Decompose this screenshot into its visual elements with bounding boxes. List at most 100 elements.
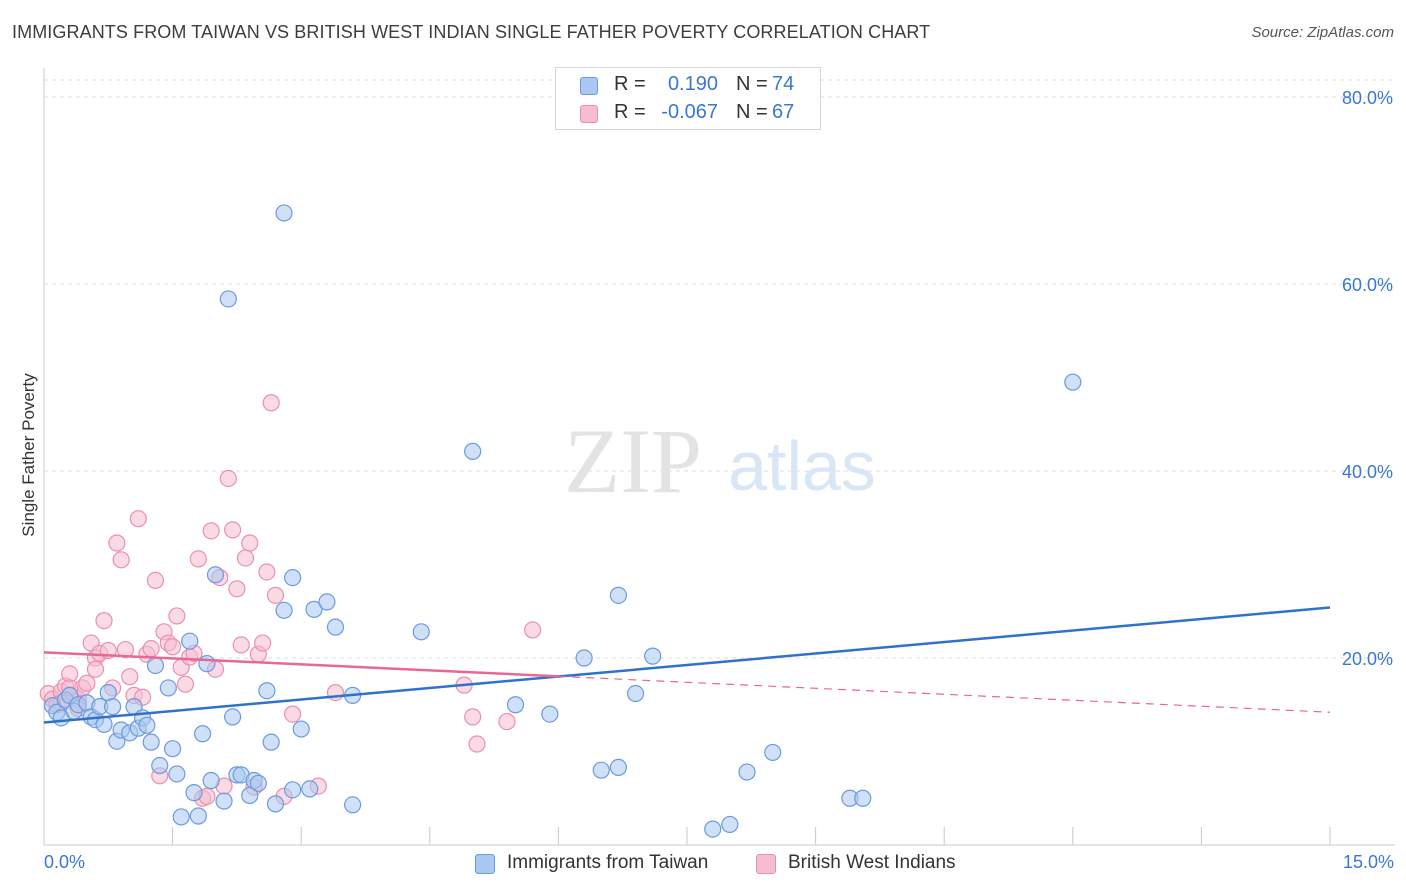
data-point-taiwan [142, 733, 160, 751]
data-point-bwi [241, 534, 259, 552]
data-point-taiwan [854, 789, 872, 807]
data-point-bwi [78, 674, 96, 692]
data-point-taiwan [301, 780, 319, 798]
data-point-bwi [142, 640, 160, 658]
data-point-taiwan [172, 808, 190, 826]
data-point-taiwan [704, 820, 722, 838]
data-point-taiwan [159, 679, 177, 697]
data-point-taiwan [292, 720, 310, 738]
x-tick-min: 0.0% [44, 852, 86, 872]
data-point-taiwan [284, 781, 302, 799]
data-point-bwi [464, 708, 482, 726]
data-point-taiwan [275, 204, 293, 222]
data-point-bwi [258, 563, 276, 581]
data-point-taiwan [644, 647, 662, 665]
y-tick-label: 80.0% [1342, 88, 1393, 108]
data-point-bwi [468, 735, 486, 753]
y-tick-label: 60.0% [1342, 275, 1393, 295]
data-point-bwi [86, 660, 105, 678]
data-point-taiwan [189, 807, 207, 825]
data-point-taiwan [181, 632, 199, 650]
source-credit: Source: ZipAtlas.com [1251, 24, 1394, 41]
legend-swatch-taiwan [475, 854, 495, 874]
data-point-bwi [112, 551, 130, 569]
data-point-taiwan [219, 290, 237, 308]
chart-title: IMMIGRANTS FROM TAIWAN VS BRITISH WEST I… [12, 22, 931, 42]
data-point-taiwan [626, 684, 645, 703]
x-tick-max: 15.0% [1342, 852, 1394, 872]
data-point-bwi [266, 586, 285, 604]
data-point-bwi [254, 634, 272, 652]
data-point-taiwan [326, 618, 345, 636]
data-point-taiwan [202, 771, 220, 790]
data-point-taiwan [198, 655, 216, 673]
data-point-taiwan [412, 623, 430, 641]
data-point-taiwan [258, 682, 276, 700]
data-point-bwi [524, 621, 542, 639]
data-point-taiwan [305, 600, 323, 618]
data-point-taiwan [194, 725, 212, 743]
y-tick-label: 40.0% [1342, 462, 1393, 482]
trendline-bwi [43, 651, 559, 678]
data-point-taiwan [721, 815, 739, 834]
data-point-taiwan [168, 765, 186, 783]
data-point-bwi [236, 549, 255, 567]
data-point-taiwan [575, 649, 593, 667]
data-point-taiwan [609, 758, 628, 776]
legend-swatch-taiwan [580, 77, 598, 95]
data-point-bwi [121, 668, 139, 686]
data-point-bwi [224, 521, 242, 539]
series-legend: Immigrants from Taiwan British West Indi… [0, 850, 1406, 880]
data-point-taiwan [344, 796, 362, 814]
data-point-taiwan [284, 568, 302, 587]
data-point-taiwan [318, 593, 336, 611]
data-point-taiwan [738, 763, 756, 781]
legend-n-value: 74 [772, 73, 795, 95]
data-point-bwi [129, 510, 147, 528]
watermark-zip: ZIP [564, 410, 702, 512]
data-point-taiwan [185, 784, 203, 802]
trendline-bwi-extension [558, 675, 1331, 713]
legend-r-label: R = [614, 101, 646, 123]
legend-n-value: 67 [772, 101, 795, 123]
correlation-legend: R = 0.190 N = 74 R = -0.067 N = 67 [555, 67, 821, 130]
data-point-bwi [228, 580, 246, 598]
legend-label-bwi: British West Indians [788, 852, 956, 873]
legend-r-value: 0.190 [667, 73, 718, 95]
data-point-taiwan [506, 696, 525, 714]
data-point-bwi [284, 705, 302, 723]
legend-n-label: N = [736, 101, 768, 123]
legend-swatch-bwi [756, 854, 776, 874]
data-point-bwi [232, 636, 250, 654]
data-point-taiwan [151, 756, 169, 775]
data-point-bwi [95, 611, 113, 630]
trendline-taiwan [43, 606, 1331, 724]
data-point-taiwan [609, 586, 628, 604]
data-point-bwi [164, 638, 182, 656]
data-point-bwi [108, 534, 126, 552]
data-point-bwi [168, 607, 186, 625]
watermark-atlas: atlas [728, 427, 876, 505]
data-point-taiwan [275, 601, 293, 619]
data-point-taiwan [224, 708, 242, 726]
data-point-taiwan [1064, 373, 1082, 391]
data-point-taiwan [103, 698, 122, 716]
legend-r-label: R = [614, 73, 646, 95]
data-point-taiwan [592, 761, 610, 779]
legend-swatch-bwi [580, 105, 598, 123]
data-point-bwi [202, 522, 220, 540]
data-point-taiwan [138, 716, 156, 734]
data-point-taiwan [215, 792, 233, 810]
data-point-bwi [189, 550, 207, 568]
legend-n-label: N = [736, 73, 768, 95]
data-point-taiwan [464, 442, 482, 460]
data-point-bwi [498, 712, 516, 731]
data-point-taiwan [146, 656, 165, 675]
data-point-bwi [176, 675, 195, 693]
data-point-bwi [116, 640, 135, 659]
data-point-taiwan [249, 774, 267, 792]
data-point-taiwan [206, 566, 225, 584]
data-point-taiwan [262, 733, 280, 751]
watermark: ZIP atlas [564, 410, 876, 512]
